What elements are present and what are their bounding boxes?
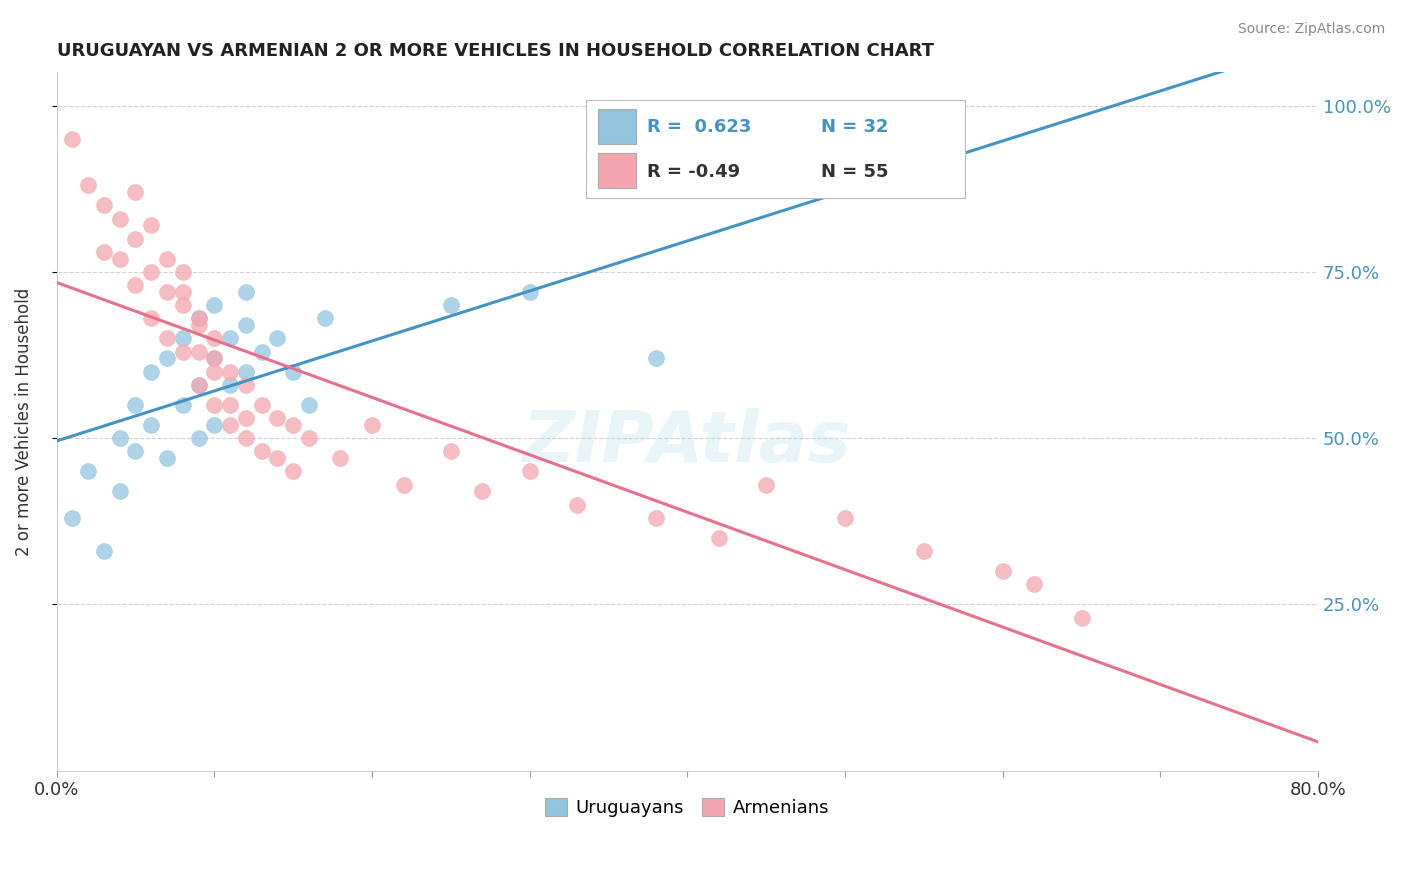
Point: [755, 477, 778, 491]
Point: [124, 232, 146, 246]
Point: [235, 365, 257, 379]
Point: [172, 331, 194, 345]
Point: [187, 344, 209, 359]
Point: [519, 465, 541, 479]
Point: [235, 318, 257, 332]
Point: [644, 511, 666, 525]
Point: [202, 331, 225, 345]
Point: [77, 465, 100, 479]
Point: [141, 219, 163, 233]
Point: [77, 178, 100, 193]
Point: [834, 511, 856, 525]
Point: [93, 244, 115, 259]
Point: [281, 365, 304, 379]
Point: [392, 477, 415, 491]
Point: [156, 331, 179, 345]
Point: [156, 252, 179, 266]
Point: [187, 311, 209, 326]
Point: [141, 265, 163, 279]
Point: [108, 252, 131, 266]
Point: [93, 198, 115, 212]
Point: [440, 298, 463, 312]
Point: [298, 398, 321, 412]
Point: [266, 411, 288, 425]
Point: [281, 417, 304, 432]
Point: [440, 444, 463, 458]
Y-axis label: 2 or more Vehicles in Household: 2 or more Vehicles in Household: [15, 287, 32, 556]
Point: [314, 311, 336, 326]
Point: [644, 351, 666, 366]
Point: [187, 311, 209, 326]
Point: [991, 564, 1014, 578]
Text: Source: ZipAtlas.com: Source: ZipAtlas.com: [1237, 22, 1385, 37]
Point: [172, 344, 194, 359]
Point: [235, 431, 257, 445]
Point: [124, 444, 146, 458]
Point: [202, 351, 225, 366]
Point: [329, 451, 352, 466]
Point: [219, 331, 242, 345]
Point: [202, 398, 225, 412]
Point: [519, 285, 541, 299]
Point: [235, 378, 257, 392]
Point: [156, 285, 179, 299]
Point: [141, 365, 163, 379]
Point: [141, 417, 163, 432]
Point: [172, 398, 194, 412]
Point: [298, 431, 321, 445]
Point: [202, 365, 225, 379]
Point: [361, 417, 384, 432]
Point: [235, 411, 257, 425]
Point: [1024, 577, 1046, 591]
Point: [219, 378, 242, 392]
Point: [124, 185, 146, 199]
Point: [141, 311, 163, 326]
Point: [219, 365, 242, 379]
Point: [471, 484, 494, 499]
Point: [250, 344, 273, 359]
Point: [266, 331, 288, 345]
Point: [156, 451, 179, 466]
Point: [912, 544, 935, 558]
Point: [1070, 611, 1092, 625]
Point: [60, 132, 83, 146]
Point: [172, 285, 194, 299]
Point: [124, 278, 146, 293]
Point: [202, 298, 225, 312]
Point: [60, 511, 83, 525]
Point: [172, 298, 194, 312]
Point: [219, 398, 242, 412]
Point: [202, 351, 225, 366]
Point: [187, 431, 209, 445]
Point: [108, 484, 131, 499]
Point: [108, 431, 131, 445]
Point: [266, 451, 288, 466]
Point: [124, 398, 146, 412]
Point: [707, 531, 730, 545]
Point: [219, 417, 242, 432]
Point: [235, 285, 257, 299]
Point: [156, 351, 179, 366]
Point: [250, 444, 273, 458]
Point: [281, 465, 304, 479]
Point: [187, 378, 209, 392]
Point: [565, 498, 588, 512]
Point: [202, 417, 225, 432]
Point: [172, 265, 194, 279]
Legend: Uruguayans, Armenians: Uruguayans, Armenians: [538, 790, 837, 824]
Point: [93, 544, 115, 558]
Text: URUGUAYAN VS ARMENIAN 2 OR MORE VEHICLES IN HOUSEHOLD CORRELATION CHART: URUGUAYAN VS ARMENIAN 2 OR MORE VEHICLES…: [56, 42, 934, 60]
Text: ZIPAtlas: ZIPAtlas: [523, 408, 852, 477]
Point: [187, 378, 209, 392]
Point: [250, 398, 273, 412]
Point: [108, 211, 131, 226]
Point: [187, 318, 209, 332]
